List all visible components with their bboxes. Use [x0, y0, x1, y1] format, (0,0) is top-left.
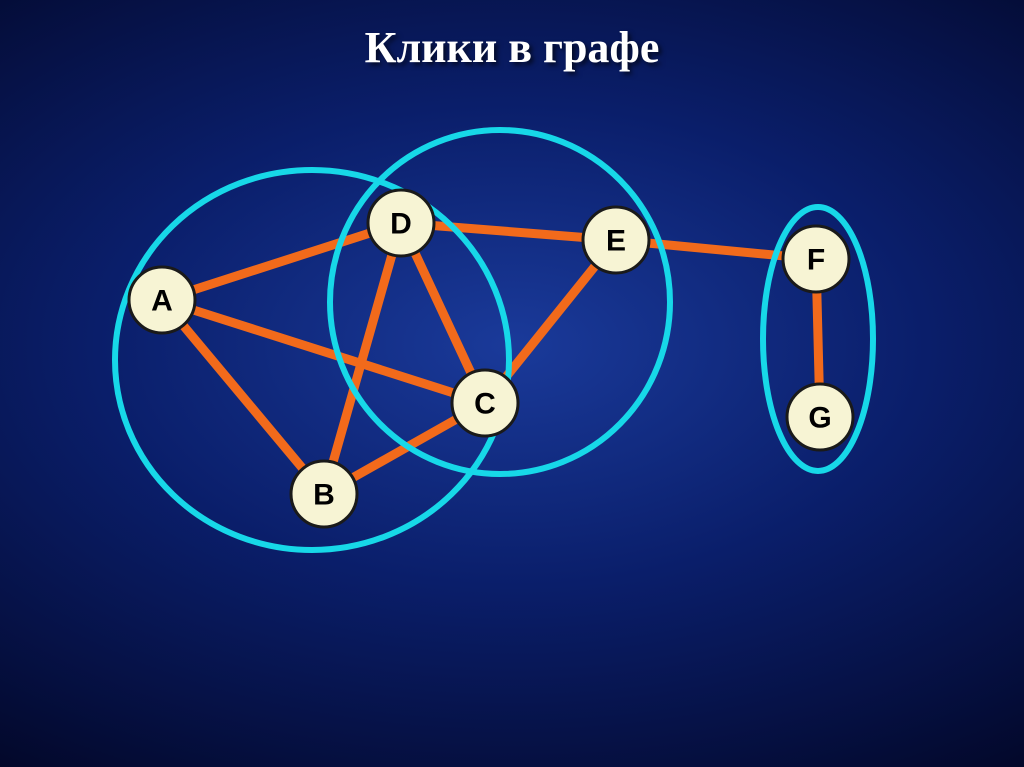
node-label-A: A [151, 285, 173, 318]
node-A: A [129, 267, 195, 333]
graph-diagram: A B C D E F G [0, 0, 1024, 767]
node-label-B: B [313, 479, 335, 512]
node-label-E: E [606, 225, 626, 258]
cliques-layer [115, 130, 873, 550]
node-label-F: F [807, 244, 825, 277]
edge-A-D [162, 223, 401, 300]
node-label-G: G [808, 402, 831, 435]
node-F: F [783, 226, 849, 292]
node-C: C [452, 370, 518, 436]
edges-layer [162, 223, 820, 494]
node-E: E [583, 207, 649, 273]
node-B: B [291, 461, 357, 527]
node-G: G [787, 384, 853, 450]
node-label-D: D [390, 208, 412, 241]
node-D: D [368, 190, 434, 256]
node-label-C: C [474, 388, 496, 421]
